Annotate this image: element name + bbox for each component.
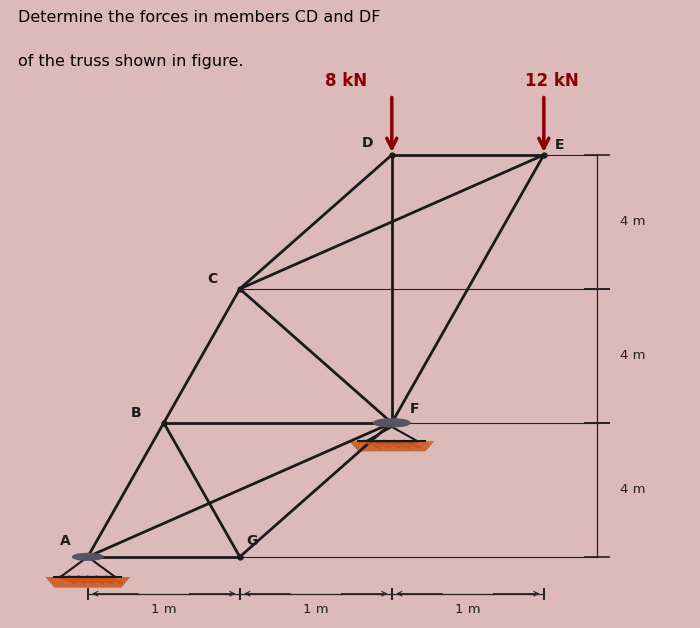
Text: 1 m: 1 m [151, 603, 176, 616]
Text: B: B [131, 406, 141, 420]
Text: of the truss shown in figure.: of the truss shown in figure. [18, 54, 244, 68]
Text: 1 m: 1 m [455, 603, 481, 616]
Polygon shape [46, 577, 130, 588]
Text: G: G [246, 534, 258, 548]
Text: 8 kN: 8 kN [325, 72, 368, 90]
Text: C: C [207, 271, 218, 286]
Text: F: F [410, 402, 419, 416]
Text: A: A [60, 534, 70, 548]
Text: E: E [554, 138, 564, 151]
Text: 4 m: 4 m [620, 349, 645, 362]
Polygon shape [349, 441, 435, 452]
Circle shape [73, 553, 103, 560]
Text: 4 m: 4 m [620, 215, 645, 229]
Text: 4 m: 4 m [620, 484, 645, 496]
Text: 12 kN: 12 kN [524, 72, 578, 90]
Text: 1 m: 1 m [303, 603, 328, 616]
Text: D: D [362, 136, 373, 150]
Text: Determine the forces in members CD and DF: Determine the forces in members CD and D… [18, 11, 381, 25]
Circle shape [374, 419, 410, 427]
